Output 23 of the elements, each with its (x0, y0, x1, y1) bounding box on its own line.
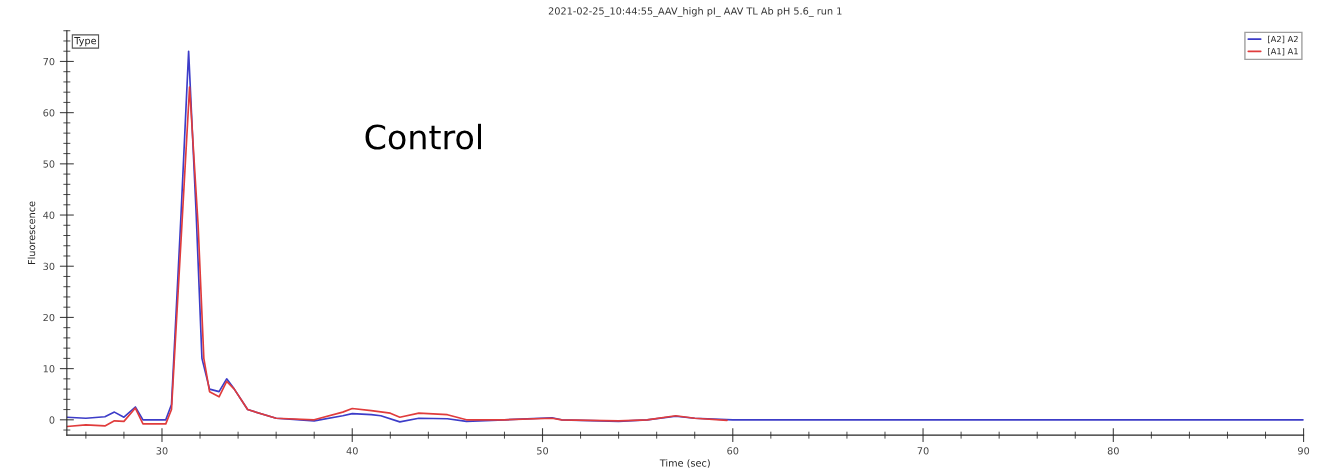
legend-label: [A1] A1 (1268, 47, 1298, 56)
y-tick-label: 30 (43, 262, 55, 271)
y-tick-label: 60 (43, 109, 55, 117)
annotation: Control (365, 123, 482, 150)
x-tick-label: 30 (156, 447, 168, 455)
chart-title: 2021-02-25_10:44:55_AAV_high pI_ AAV TL Ab pH 5.6_ run 1 (548, 7, 842, 17)
x-tick-label: 90 (1298, 447, 1310, 455)
y-tick-label: 10 (43, 365, 55, 373)
y-tick-label: 0 (49, 416, 55, 424)
x-tick-label: 40 (346, 447, 358, 455)
legend-label: [A2] A2 (1268, 35, 1298, 44)
y-tick-label: 50 (43, 160, 55, 168)
y-tick-label: 20 (43, 313, 55, 322)
x-tick-label: 70 (917, 447, 929, 455)
y-axis-title: Fluorescence (27, 201, 36, 265)
line-series (66, 86, 728, 428)
x-tick-label: 50 (537, 447, 549, 455)
y-tick-label: 70 (43, 57, 55, 66)
y-tick-label: 40 (43, 211, 55, 219)
x-tick-label: 80 (1107, 447, 1119, 455)
x-axis-title: Time (sec) (659, 459, 710, 468)
annotation: Type (74, 37, 97, 47)
x-tick-label: 60 (727, 447, 739, 455)
